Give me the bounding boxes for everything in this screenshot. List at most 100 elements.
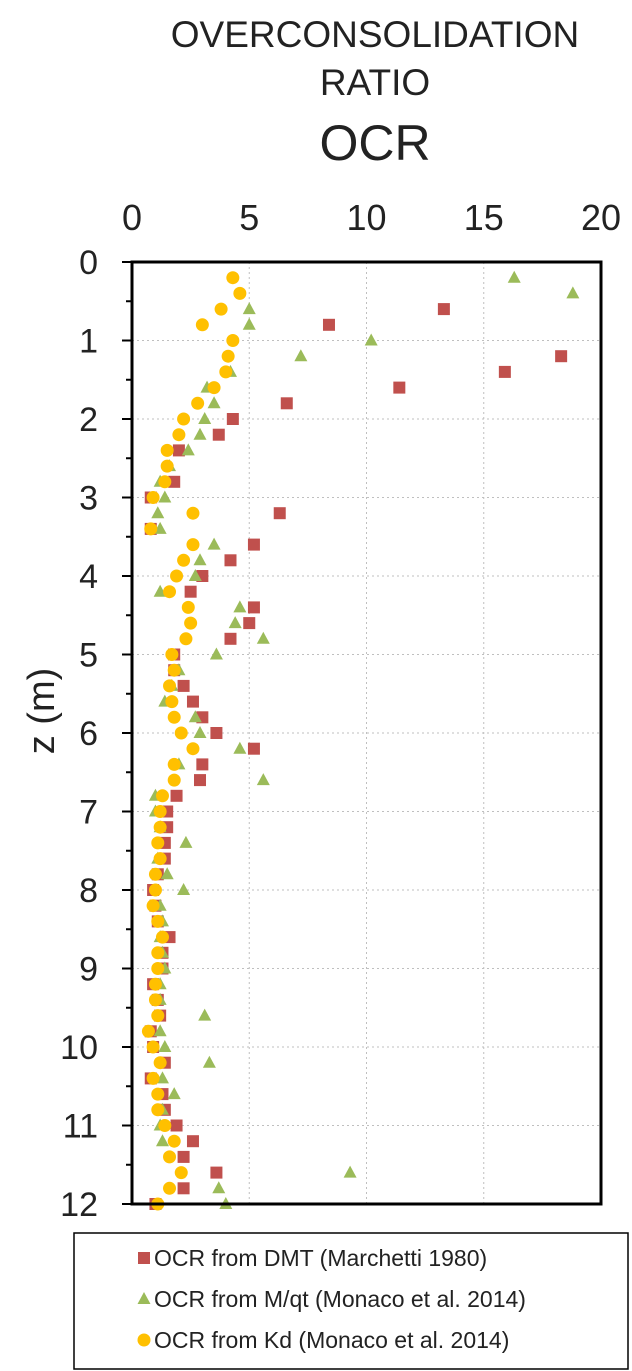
x-tick-label: 0: [122, 197, 142, 238]
circle-data-point: [165, 695, 179, 709]
triangle-data-point: [207, 537, 221, 550]
legend-marker-square: [138, 1252, 150, 1264]
x-axis-ticks: 0 5 10 15 20: [122, 197, 621, 238]
circle-data-point: [191, 396, 205, 410]
chart-title-line-1: OVERCONSOLIDATION: [171, 14, 579, 55]
square-data-point: [196, 758, 209, 771]
series-triangle-points: [148, 270, 580, 1209]
square-data-point: [186, 1135, 199, 1148]
x-tick-label: 10: [346, 197, 386, 238]
circle-data-point: [146, 1071, 160, 1085]
circle-data-point: [167, 1134, 181, 1148]
circle-data-point: [167, 757, 181, 771]
triangle-data-point: [193, 427, 207, 440]
x-tick-label: 5: [239, 197, 259, 238]
circle-data-point: [158, 475, 172, 489]
triangle-data-point: [242, 317, 256, 330]
square-data-point: [498, 365, 511, 378]
circle-data-point: [172, 428, 186, 442]
circle-data-point: [151, 962, 165, 975]
legend-marker-triangle: [137, 1292, 151, 1304]
square-data-point: [393, 381, 406, 394]
triangle-data-point: [181, 443, 195, 456]
y-tick-label: 3: [79, 480, 98, 518]
gridlines: [132, 262, 601, 1204]
square-data-point: [224, 632, 237, 645]
triangle-data-point: [198, 1008, 212, 1021]
triangle-data-point: [151, 506, 165, 519]
circle-data-point: [226, 271, 240, 285]
triangle-data-point: [233, 741, 247, 754]
square-data-point: [210, 1166, 223, 1179]
circle-data-point: [186, 506, 200, 520]
circle-data-point: [177, 412, 191, 426]
legend-entry: OCR from Kd (Monaco et al. 2014): [137, 1327, 509, 1353]
circle-data-point: [141, 1024, 155, 1038]
circle-data-point: [153, 805, 167, 818]
triangle-data-point: [364, 333, 378, 346]
triangle-data-point: [566, 286, 580, 299]
circle-data-point: [151, 1103, 165, 1117]
circle-data-point: [214, 302, 228, 316]
circle-data-point: [155, 930, 169, 944]
square-data-point: [322, 318, 335, 331]
triangle-data-point: [207, 396, 221, 409]
square-data-point: [186, 695, 199, 708]
series-square-points: [144, 303, 568, 1210]
circle-data-point: [163, 679, 177, 693]
circle-data-point: [174, 1166, 188, 1180]
circle-data-point: [174, 726, 188, 740]
triangle-data-point: [158, 1040, 172, 1052]
circle-data-point: [160, 443, 174, 457]
y-tick-label: 1: [79, 323, 98, 361]
circle-data-point: [153, 852, 167, 866]
series-circle-points: [141, 271, 247, 1211]
triangle-data-point: [343, 1165, 357, 1178]
y-tick-label: 6: [79, 715, 98, 753]
circle-data-point: [226, 334, 240, 347]
chart-title: OVERCONSOLIDATION RATIO OCR: [171, 14, 579, 171]
square-data-point: [247, 742, 260, 755]
triangle-data-point: [188, 710, 202, 723]
chart-title-line-3: OCR: [319, 115, 430, 171]
circle-data-point: [170, 569, 184, 583]
circle-data-point: [165, 648, 179, 661]
legend-label: OCR from Kd (Monaco et al. 2014): [154, 1327, 509, 1353]
square-data-point: [280, 397, 293, 410]
triangle-data-point: [202, 1055, 216, 1068]
square-data-point: [247, 538, 260, 551]
triangle-data-point: [177, 883, 191, 895]
circle-data-point: [151, 914, 165, 928]
square-data-point: [172, 444, 185, 457]
x-tick-label: 20: [581, 197, 621, 238]
circle-data-point: [207, 381, 221, 395]
circle-data-point: [177, 553, 191, 567]
x-tick-label: 15: [464, 197, 504, 238]
square-data-point: [168, 475, 181, 488]
square-data-point: [177, 1150, 190, 1163]
circle-data-point: [186, 538, 200, 552]
circle-data-point: [146, 899, 160, 913]
y-tick-label: 11: [63, 1108, 98, 1146]
circle-data-point: [151, 836, 165, 850]
circle-data-point: [179, 632, 193, 646]
square-data-point: [224, 554, 237, 567]
legend-box: [73, 1232, 629, 1370]
legend-label: OCR from M/qt (Monaco et al. 2014): [154, 1286, 526, 1312]
square-data-point: [273, 507, 286, 520]
square-data-point: [194, 774, 207, 787]
plot-area-frame: [130, 260, 603, 1206]
circle-data-point: [151, 1087, 165, 1101]
triangle-data-point: [188, 569, 202, 581]
legend-marker-circle: [137, 1333, 151, 1347]
square-data-point: [177, 679, 190, 692]
circle-data-point: [160, 459, 174, 473]
y-axis-label: z (m): [21, 668, 63, 755]
circle-data-point: [148, 867, 162, 881]
circle-data-point: [144, 522, 158, 536]
legend-entry: OCR from M/qt (Monaco et al. 2014): [137, 1286, 526, 1312]
circle-data-point: [148, 993, 162, 1007]
circle-data-point: [158, 1119, 172, 1132]
